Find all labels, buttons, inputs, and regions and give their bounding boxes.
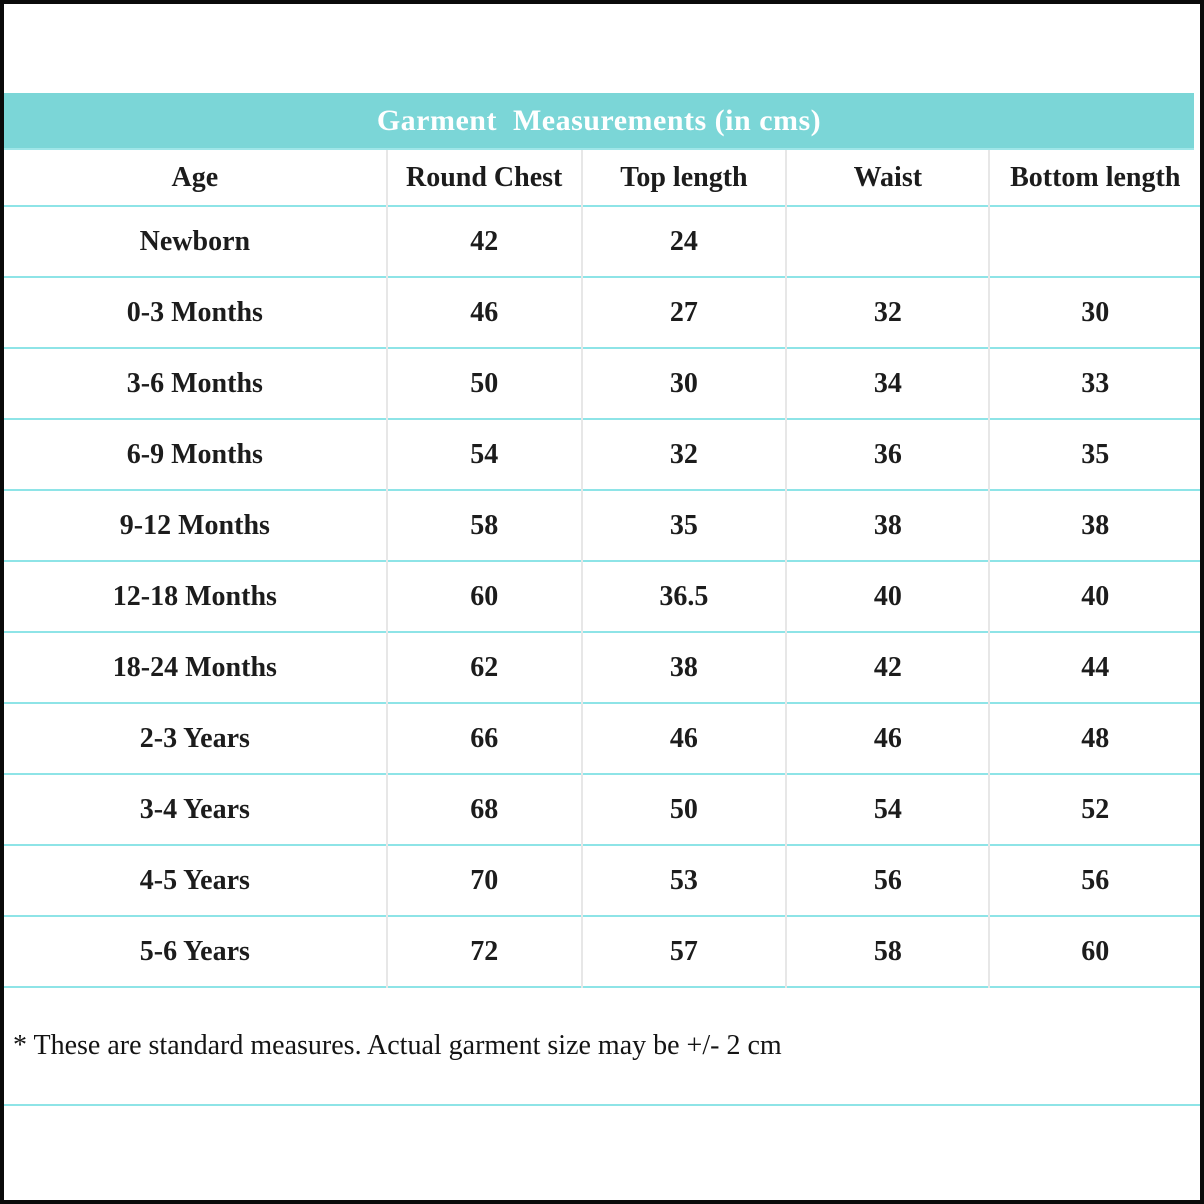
round-chest-cell: 66 [385, 703, 582, 774]
round-chest-cell: 58 [385, 490, 582, 561]
title-band: Garment Measurements (in cms) [4, 93, 1194, 150]
footnote-row: * These are standard measures. Actual ga… [4, 988, 1200, 1106]
age-cell: 6-9 Months [126, 438, 263, 470]
round-chest-cell: 62 [385, 632, 582, 703]
bottom-length-cell: 33 [988, 348, 1200, 419]
column-header-age: Age [171, 161, 219, 193]
table-row: 3-4 Years 68 50 54 52 [4, 774, 1200, 845]
waist-cell: 46 [785, 703, 990, 774]
round-chest-cell: 46 [385, 277, 582, 348]
bottom-length-cell: 35 [988, 419, 1200, 490]
top-length-cell: 53 [580, 845, 787, 916]
bottom-length-cell: 52 [988, 774, 1200, 845]
top-length-cell: 27 [580, 277, 787, 348]
waist-cell: 56 [785, 845, 990, 916]
waist-cell: 42 [785, 632, 990, 703]
table-row: 6-9 Months 54 32 36 35 [4, 419, 1200, 490]
bottom-length-cell: 44 [988, 632, 1200, 703]
age-cell: 0-3 Months [126, 296, 263, 328]
column-header-round-chest: Round Chest [385, 150, 582, 206]
header-row: Age Round Chest Top length Waist Bottom … [4, 150, 1200, 206]
waist-cell: 38 [785, 490, 990, 561]
measurements-table-body: Newborn 42 24 0-3 Months 46 27 32 30 3-6 Months 5… [4, 206, 1200, 987]
round-chest-cell: 60 [385, 561, 582, 632]
age-cell: 9-12 Months [119, 509, 270, 541]
age-cell: 3-4 Years [139, 793, 250, 825]
waist-cell: 34 [785, 348, 990, 419]
top-length-cell: 38 [580, 632, 787, 703]
age-cell: 12-18 Months [112, 580, 277, 612]
age-cell: Newborn [139, 225, 251, 257]
top-length-cell: 50 [580, 774, 787, 845]
age-cell: 5-6 Years [139, 935, 250, 967]
table-row: 2-3 Years 66 46 46 48 [4, 703, 1200, 774]
top-length-cell: 30 [580, 348, 787, 419]
waist-cell: 58 [785, 916, 990, 987]
bottom-length-cell: 38 [988, 490, 1200, 561]
round-chest-cell: 72 [385, 916, 582, 987]
bottom-spacer [4, 1106, 1200, 1200]
top-spacer [4, 4, 1200, 93]
top-length-cell: 24 [580, 206, 787, 277]
footnote-text: * These are standard measures. Actual ga… [13, 1030, 782, 1061]
waist-cell: 36 [785, 419, 990, 490]
chart-title: Garment Measurements (in cms) [376, 103, 822, 137]
bottom-length-cell: 56 [988, 845, 1200, 916]
round-chest-cell: 42 [385, 206, 582, 277]
waist-cell: 40 [785, 561, 990, 632]
round-chest-cell: 54 [385, 419, 582, 490]
measurements-table: Age Round Chest Top length Waist Bottom … [4, 150, 1200, 988]
age-cell: 3-6 Months [126, 367, 263, 399]
top-length-cell: 57 [580, 916, 787, 987]
round-chest-cell: 68 [385, 774, 582, 845]
column-header-waist: Waist [785, 150, 990, 206]
age-cell: 4-5 Years [139, 864, 250, 896]
bottom-length-cell: 60 [988, 916, 1200, 987]
age-cell: 2-3 Years [139, 722, 250, 754]
table-row: 12-18 Months 60 36.5 40 40 [4, 561, 1200, 632]
waist-cell [785, 206, 990, 277]
bottom-length-cell: 40 [988, 561, 1200, 632]
round-chest-cell: 70 [385, 845, 582, 916]
table-row: Newborn 42 24 [4, 206, 1200, 277]
top-length-cell: 36.5 [580, 561, 787, 632]
table-row: 9-12 Months 58 35 38 38 [4, 490, 1200, 561]
column-header-top-length: Top length [580, 150, 787, 206]
bottom-length-cell: 48 [988, 703, 1200, 774]
bottom-length-cell [988, 206, 1200, 277]
table-row: 3-6 Months 50 30 34 33 [4, 348, 1200, 419]
table-header: Age Round Chest Top length Waist Bottom … [4, 150, 1200, 206]
column-header-bottom-length: Bottom length [988, 150, 1200, 206]
table-row: 5-6 Years 72 57 58 60 [4, 916, 1200, 987]
table-row: 0-3 Months 46 27 32 30 [4, 277, 1200, 348]
top-length-cell: 32 [580, 419, 787, 490]
waist-cell: 54 [785, 774, 990, 845]
age-cell: 18-24 Months [112, 651, 277, 683]
table-row: 18-24 Months 62 38 42 44 [4, 632, 1200, 703]
table-row: 4-5 Years 70 53 56 56 [4, 845, 1200, 916]
bottom-length-cell: 30 [988, 277, 1200, 348]
top-length-cell: 35 [580, 490, 787, 561]
waist-cell: 32 [785, 277, 990, 348]
top-length-cell: 46 [580, 703, 787, 774]
round-chest-cell: 50 [385, 348, 582, 419]
